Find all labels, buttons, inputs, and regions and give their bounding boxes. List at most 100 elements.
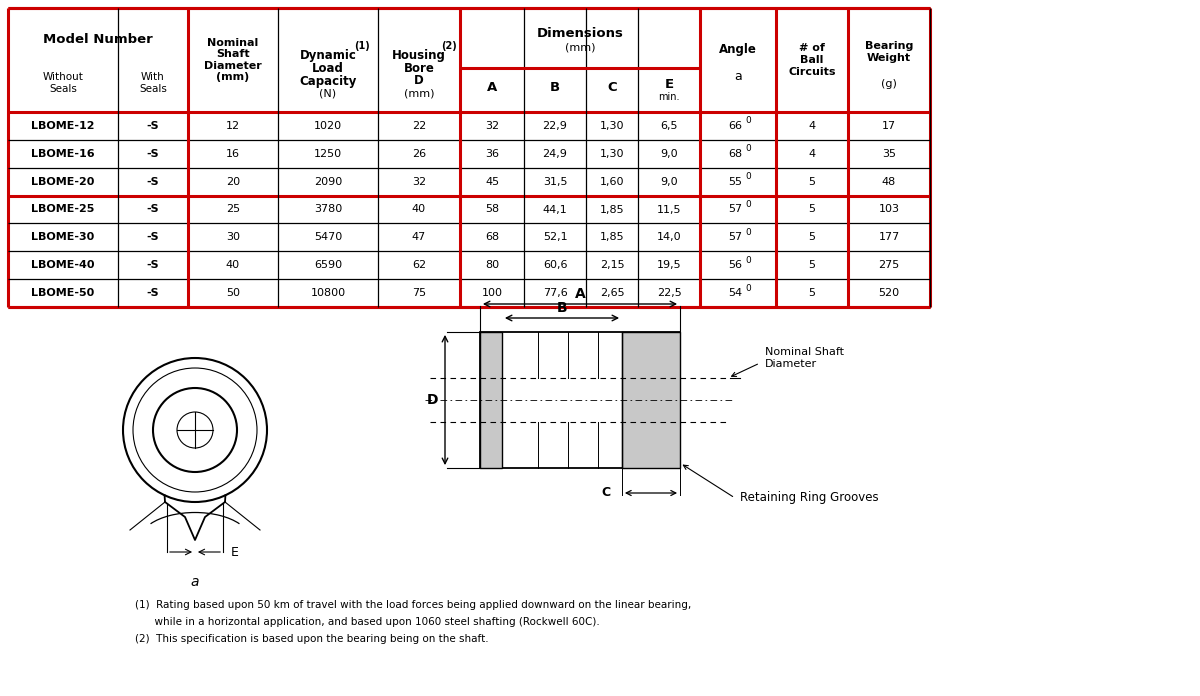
Text: 50: 50 (226, 288, 240, 298)
Text: 5: 5 (809, 288, 816, 298)
Text: 56: 56 (728, 260, 742, 270)
Text: 2090: 2090 (314, 177, 342, 187)
Text: 4: 4 (809, 121, 816, 131)
Text: 35: 35 (882, 149, 896, 159)
Text: 3780: 3780 (314, 205, 342, 214)
Text: Bearing
Weight: Bearing Weight (865, 41, 913, 63)
Text: With
Seals: With Seals (139, 72, 167, 94)
Text: 275: 275 (878, 260, 900, 270)
Text: B: B (557, 301, 568, 315)
Text: 1,60: 1,60 (600, 177, 624, 187)
Text: E: E (665, 78, 673, 90)
Text: Model Number: Model Number (43, 33, 152, 46)
Text: 100: 100 (481, 288, 503, 298)
Text: LBOME-16: LBOME-16 (31, 149, 95, 159)
Text: -S: -S (146, 205, 160, 214)
Text: 32: 32 (485, 121, 499, 131)
Text: LBOME-30: LBOME-30 (31, 232, 95, 242)
Text: # of
Ball
Circuits: # of Ball Circuits (788, 43, 835, 77)
Text: 4: 4 (809, 149, 816, 159)
Text: 9,0: 9,0 (660, 177, 678, 187)
Bar (480, 332, 502, 468)
Text: -S: -S (146, 177, 160, 187)
Text: -S: -S (146, 260, 160, 270)
Text: 16: 16 (226, 149, 240, 159)
Text: 52,1: 52,1 (542, 232, 568, 242)
Text: 68: 68 (728, 149, 742, 159)
Text: 55: 55 (728, 177, 742, 187)
Text: Nominal Shaft
Diameter: Nominal Shaft Diameter (766, 347, 844, 369)
Text: 103: 103 (878, 205, 900, 214)
Text: 40: 40 (412, 205, 426, 214)
Text: 0: 0 (745, 144, 751, 153)
Text: 40: 40 (226, 260, 240, 270)
Text: 12: 12 (226, 121, 240, 131)
Text: 520: 520 (878, 288, 900, 298)
Text: Nominal
Shaft
Diameter
(mm): Nominal Shaft Diameter (mm) (204, 38, 262, 82)
Text: 80: 80 (485, 260, 499, 270)
Text: LBOME-20: LBOME-20 (31, 177, 95, 187)
Text: 68: 68 (485, 232, 499, 242)
Text: 0: 0 (745, 200, 751, 209)
Text: 44,1: 44,1 (542, 205, 568, 214)
Text: 1250: 1250 (314, 149, 342, 159)
Text: 0: 0 (745, 283, 751, 292)
Text: 14,0: 14,0 (656, 232, 682, 242)
Text: 1,30: 1,30 (600, 121, 624, 131)
Text: LBOME-12: LBOME-12 (31, 121, 95, 131)
Text: 0: 0 (745, 172, 751, 181)
Text: 5: 5 (809, 232, 816, 242)
Text: 22,9: 22,9 (542, 121, 568, 131)
Text: 48: 48 (882, 177, 896, 187)
Text: 66: 66 (728, 121, 742, 131)
Text: 22,5: 22,5 (656, 288, 682, 298)
Text: D: D (427, 393, 439, 407)
Text: 177: 177 (878, 232, 900, 242)
Text: (2)  This specification is based upon the bearing being on the shaft.: (2) This specification is based upon the… (134, 634, 488, 644)
Text: A: A (575, 287, 586, 301)
Text: 2,15: 2,15 (600, 260, 624, 270)
Text: 31,5: 31,5 (542, 177, 568, 187)
Text: 75: 75 (412, 288, 426, 298)
Text: 57: 57 (728, 232, 742, 242)
Text: 22: 22 (412, 121, 426, 131)
Text: Load: Load (312, 61, 344, 74)
Text: (1): (1) (354, 41, 370, 51)
Text: E: E (232, 546, 239, 558)
Text: Angle: Angle (719, 43, 757, 56)
Text: (2): (2) (442, 41, 457, 51)
Text: while in a horizontal application, and based upon 1060 steel shafting (Rockwell : while in a horizontal application, and b… (134, 617, 600, 627)
Text: 19,5: 19,5 (656, 260, 682, 270)
Text: 30: 30 (226, 232, 240, 242)
Text: 5: 5 (809, 177, 816, 187)
Text: 0: 0 (745, 255, 751, 264)
Text: (1)  Rating based upon 50 km of travel with the load forces being applied downwa: (1) Rating based upon 50 km of travel wi… (134, 600, 691, 610)
Text: 5: 5 (809, 205, 816, 214)
Text: 2,65: 2,65 (600, 288, 624, 298)
Text: 5470: 5470 (314, 232, 342, 242)
Text: 20: 20 (226, 177, 240, 187)
Text: B: B (550, 81, 560, 94)
Text: -S: -S (146, 232, 160, 242)
Text: 6,5: 6,5 (660, 121, 678, 131)
Text: a: a (191, 575, 199, 589)
Text: 0: 0 (745, 116, 751, 125)
Text: LBOME-25: LBOME-25 (31, 205, 95, 214)
Bar (622, 332, 680, 468)
Text: C: C (607, 81, 617, 94)
Text: 1,85: 1,85 (600, 232, 624, 242)
Text: 36: 36 (485, 149, 499, 159)
Text: -S: -S (146, 121, 160, 131)
Text: (N): (N) (319, 89, 336, 99)
Text: C: C (601, 487, 611, 500)
Text: 0: 0 (745, 228, 751, 237)
Text: min.: min. (659, 92, 679, 102)
Text: 6590: 6590 (314, 260, 342, 270)
Text: 47: 47 (412, 232, 426, 242)
Text: 24,9: 24,9 (542, 149, 568, 159)
Text: Capacity: Capacity (299, 74, 356, 88)
Text: Retaining Ring Grooves: Retaining Ring Grooves (740, 491, 878, 505)
Text: 1,85: 1,85 (600, 205, 624, 214)
Text: 62: 62 (412, 260, 426, 270)
Text: 1020: 1020 (314, 121, 342, 131)
